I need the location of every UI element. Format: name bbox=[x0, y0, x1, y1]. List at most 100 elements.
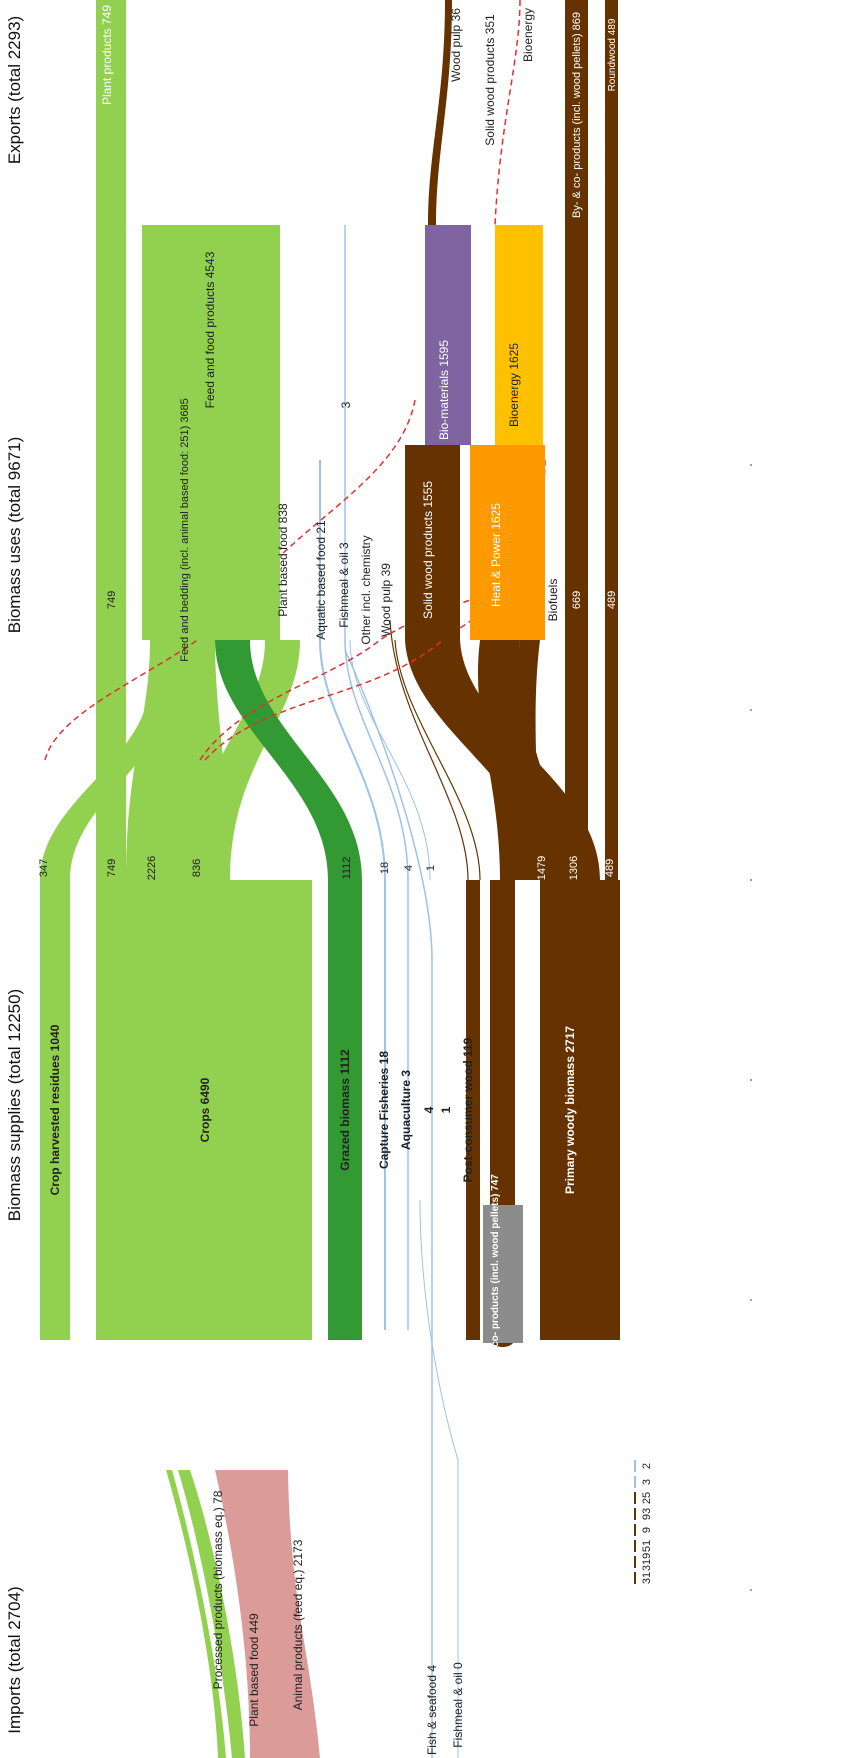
legend-item: 319 bbox=[634, 1553, 653, 1571]
flow-plant-products-export bbox=[96, 0, 126, 880]
node-heat-power bbox=[470, 445, 545, 640]
legend-item: 25 bbox=[634, 1492, 653, 1504]
node-grazed bbox=[328, 880, 362, 1340]
node-crops bbox=[96, 880, 312, 1340]
legend-item: 93 bbox=[634, 1508, 653, 1520]
flow-dashed-3 bbox=[204, 589, 531, 761]
flow-value: 1479 bbox=[536, 856, 548, 880]
import-fishmeal-label: Fishmeal & oil 0 bbox=[451, 1662, 465, 1748]
header-supplies: Biomass supplies (total 12250) bbox=[5, 989, 24, 1221]
use-biofuels-label: Biofuels bbox=[546, 579, 560, 622]
flow-dashed-1 bbox=[44, 399, 416, 761]
legend-label: 31 bbox=[641, 1572, 653, 1584]
legend: 2 3 25 93 9 51 319 31 bbox=[634, 1460, 653, 1584]
header-imports: Imports (total 2704) bbox=[5, 1586, 24, 1733]
supply-byco-label: By- & co- products (incl. wood pellets) … bbox=[490, 1174, 501, 1376]
flow-thin-wood-2 bbox=[389, 619, 469, 881]
node-roundwood-use bbox=[605, 0, 618, 880]
use-plant-food-label: Plant based food 838 bbox=[276, 503, 290, 617]
use-solid-wood-label: Solid wood products 1555 bbox=[421, 481, 435, 619]
use-bioenergy-label: Bioenergy 1625 bbox=[507, 343, 521, 427]
export-wood-pulp-label: Wood pulp 36 bbox=[449, 8, 463, 82]
header-uses: Biomass uses (total 9671) bbox=[5, 437, 24, 634]
legend-label: 51 bbox=[641, 1540, 653, 1552]
import-fish-label: Fish & seafood 4 bbox=[425, 1665, 439, 1755]
legend-item: 9 bbox=[634, 1524, 653, 1536]
use-fishmeal-label: Fishmeal & oil 3 bbox=[337, 542, 351, 628]
flow-value: 4 bbox=[403, 865, 415, 871]
flow-import-animal bbox=[215, 1470, 320, 1758]
tick-marks bbox=[750, 464, 752, 1591]
flow-value: 1306 bbox=[568, 856, 580, 880]
supply-grazed-label: Grazed biomass 1112 bbox=[338, 1049, 352, 1171]
flow-value: 749 bbox=[106, 859, 118, 877]
legend-label: 2 bbox=[641, 1463, 653, 1469]
use-wood-pulp-label: Wood pulp 39 bbox=[379, 563, 393, 637]
import-animal-label: Animal products (feed eq.) 2173 bbox=[291, 1539, 305, 1710]
flow-value: 1 bbox=[425, 865, 437, 871]
legend-label: 9 bbox=[641, 1527, 653, 1533]
legend-item: 31 bbox=[634, 1572, 653, 1584]
legend-item: 2 bbox=[634, 1460, 653, 1472]
flow-value: 669 bbox=[571, 591, 583, 609]
flow-import-processed bbox=[166, 1470, 226, 1758]
export-byco-label: By- & co- products (incl. wood pellets) … bbox=[571, 12, 583, 218]
export-solid-wood-label: Solid wood products 351 bbox=[483, 14, 497, 146]
use-other-chem-label: Other incl. chemistry bbox=[359, 535, 373, 644]
flow-value: 749 bbox=[106, 591, 118, 609]
flow-value: 2226 bbox=[146, 856, 158, 880]
use-bio-materials-label: Bio-materials 1595 bbox=[437, 340, 451, 440]
flow-woodpulp-export bbox=[428, 0, 452, 225]
flow-fisheries bbox=[319, 460, 386, 1330]
flow-aquaculture bbox=[344, 225, 409, 1330]
import-processed-label: Processed products (biomass eq.) 78 bbox=[211, 1490, 225, 1689]
flow-value: 489 bbox=[606, 591, 618, 609]
node-byco-label-bg bbox=[483, 1205, 523, 1343]
flow-value: 347 bbox=[38, 859, 50, 877]
flow-byco-heatpower bbox=[515, 640, 540, 880]
use-feed-food-label: Feed and food products 4543 bbox=[203, 251, 217, 408]
node-bioenergy bbox=[495, 225, 543, 445]
use-heat-power-label: Heat & Power 1625 bbox=[489, 503, 503, 607]
export-plant-products-label: Plant products 749 bbox=[100, 5, 114, 105]
flow-import-fishmeal bbox=[419, 1199, 459, 1758]
flow-value: 669 bbox=[484, 859, 496, 877]
supply-one-label: 1 bbox=[439, 1106, 453, 1113]
flow-value: 489 bbox=[604, 859, 616, 877]
node-bio-materials bbox=[425, 225, 471, 445]
flow-import-fish bbox=[344, 649, 433, 1758]
flow-grazed bbox=[215, 640, 362, 1340]
flow-value: 1112 bbox=[341, 857, 353, 880]
supply-aquaculture-label: Aquaculture 3 bbox=[399, 1070, 413, 1150]
use-aquatic-label: Aquatic based food 21 bbox=[314, 520, 328, 640]
node-crop-residues bbox=[40, 880, 70, 1340]
legend-label: 93 bbox=[641, 1508, 653, 1520]
legend-label: 25 bbox=[641, 1492, 653, 1504]
supply-primary-label: Primary woody biomass 2717 bbox=[563, 1026, 577, 1194]
export-roundwood-label: Roundwood 489 bbox=[607, 18, 618, 91]
supply-crop-residues-label: Crop harvested residues 1040 bbox=[48, 1024, 62, 1195]
legend-item: 51 bbox=[634, 1540, 653, 1552]
supply-postconsumer-label: Post-consumer wood 119 bbox=[461, 1037, 475, 1182]
use-three-label: 3 bbox=[339, 401, 353, 408]
supply-crops-label: Crops 6490 bbox=[198, 1077, 212, 1142]
export-bioenergy-label: Bioenergy bbox=[521, 8, 535, 62]
legend-label: 3 bbox=[641, 1479, 653, 1485]
flow-fish-other bbox=[349, 639, 431, 881]
node-primary bbox=[540, 880, 620, 1340]
import-plantfood-label: Plant based food 449 bbox=[247, 1613, 261, 1727]
flow-import-plant-food bbox=[178, 1470, 245, 1758]
supply-capture-label: Capture Fisheries 18 bbox=[377, 1051, 391, 1169]
node-post-consumer bbox=[466, 880, 480, 1340]
node-solid-wood bbox=[405, 445, 460, 640]
header-exports: Exports (total 2293) bbox=[5, 16, 24, 164]
flow-thin-wood-1 bbox=[394, 639, 481, 881]
legend-item: 3 bbox=[634, 1476, 653, 1488]
legend-label: 319 bbox=[641, 1553, 653, 1571]
flow-dashed-4 bbox=[494, 0, 521, 226]
use-feed-bedding-label: Feed and bedding (incl. animal based foo… bbox=[179, 398, 191, 662]
node-feed-food bbox=[142, 225, 280, 640]
flow-value: 18 bbox=[379, 862, 391, 874]
flow-value: 836 bbox=[191, 859, 203, 877]
